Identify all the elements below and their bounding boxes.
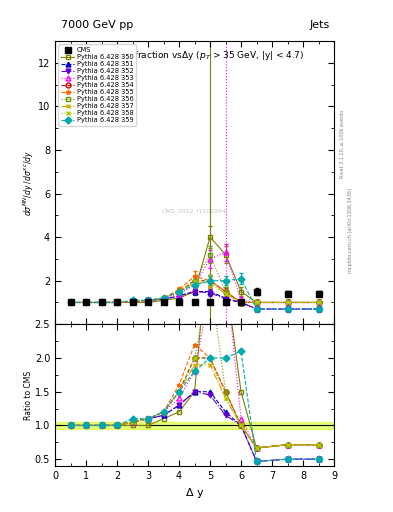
Text: Rivet 3.1.10, ≥ 100k events: Rivet 3.1.10, ≥ 100k events — [340, 109, 345, 178]
Text: mcplots.cern.ch [arXiv:1306.3436]: mcplots.cern.ch [arXiv:1306.3436] — [348, 188, 353, 273]
Legend: CMS, Pythia 6.428 350, Pythia 6.428 351, Pythia 6.428 352, Pythia 6.428 353, Pyt: CMS, Pythia 6.428 350, Pythia 6.428 351,… — [58, 45, 136, 125]
Y-axis label: $d\sigma^{MN}/dy\,/\,d\sigma^{xc}/dy$: $d\sigma^{MN}/dy\,/\,d\sigma^{xc}/dy$ — [22, 150, 37, 216]
Text: CMS_2012_I1102294: CMS_2012_I1102294 — [162, 208, 227, 214]
Y-axis label: Ratio to CMS: Ratio to CMS — [24, 371, 33, 420]
Text: 7000 GeV pp: 7000 GeV pp — [61, 20, 133, 30]
X-axis label: $\Delta$ y: $\Delta$ y — [185, 486, 204, 500]
Text: Gap fraction vs$\Delta$y ($p_T$ > 35 GeV, |y| < 4.7): Gap fraction vs$\Delta$y ($p_T$ > 35 GeV… — [113, 50, 304, 62]
Text: Jets: Jets — [310, 20, 330, 30]
